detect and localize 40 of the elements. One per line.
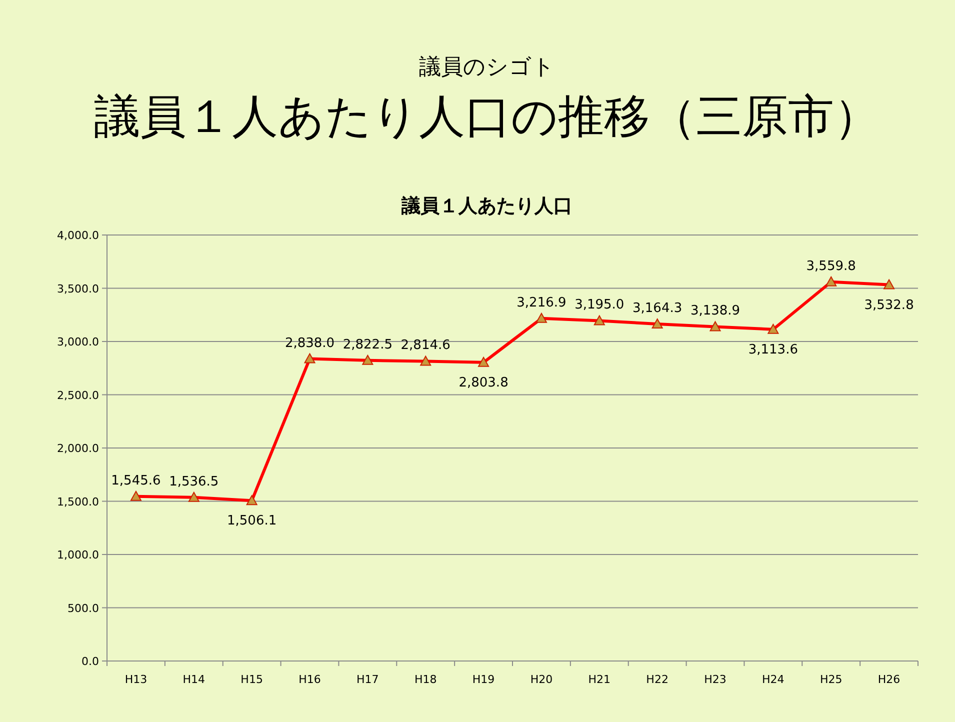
y-tick-label: 1,000.0 <box>57 548 99 562</box>
y-tick-label: 1,500.0 <box>57 495 99 508</box>
data-label: 1,545.6 <box>111 473 161 488</box>
chart-subtitle: 議員のシゴト <box>419 55 555 80</box>
data-label: 3,532.8 <box>864 298 914 313</box>
data-label: 3,195.0 <box>574 298 624 313</box>
data-label: 3,164.3 <box>632 301 682 316</box>
y-tick-label: 0.0 <box>82 655 99 668</box>
x-tick-label: H23 <box>704 673 726 686</box>
x-tick-label: H21 <box>588 673 611 686</box>
x-tick-label: H13 <box>124 673 148 686</box>
x-tick-label: H19 <box>472 673 495 686</box>
x-tick-label: H17 <box>356 673 379 686</box>
data-label: 2,814.6 <box>400 338 450 354</box>
y-tick-label: 2,500.0 <box>57 388 99 402</box>
y-tick-label: 2,000.0 <box>57 442 99 455</box>
x-tick-label: H22 <box>646 673 668 686</box>
data-label: 3,216.9 <box>516 295 566 310</box>
x-tick-label: H26 <box>878 673 900 686</box>
data-label: 2,803.8 <box>458 375 508 390</box>
data-label: 3,113.6 <box>748 342 798 358</box>
x-tick-label: H16 <box>298 673 321 686</box>
x-tick-label: H20 <box>530 673 553 686</box>
y-tick-label: 4,000.0 <box>57 229 99 242</box>
y-tick-label: 3,500.0 <box>57 282 99 296</box>
y-tick-label: 3,000.0 <box>57 336 99 348</box>
data-label: 3,138.9 <box>690 304 740 319</box>
chart-title: 議員１人あたり人口の推移（三原市） <box>94 89 880 143</box>
x-tick-label: H18 <box>414 673 437 686</box>
data-label: 1,536.5 <box>169 474 219 490</box>
x-tick-label: H14 <box>182 673 206 686</box>
y-tick-label: 500.0 <box>68 602 99 615</box>
x-tick-label: H24 <box>762 673 784 686</box>
data-label: 2,822.5 <box>342 337 392 352</box>
x-tick-label: H15 <box>240 673 263 686</box>
data-label: 3,559.8 <box>806 258 856 274</box>
data-label: 2,838.0 <box>284 336 335 351</box>
text: 議員１人あたり人口 <box>400 195 572 217</box>
data-label: 1,506.1 <box>227 514 277 529</box>
x-tick-label: H25 <box>820 673 842 686</box>
